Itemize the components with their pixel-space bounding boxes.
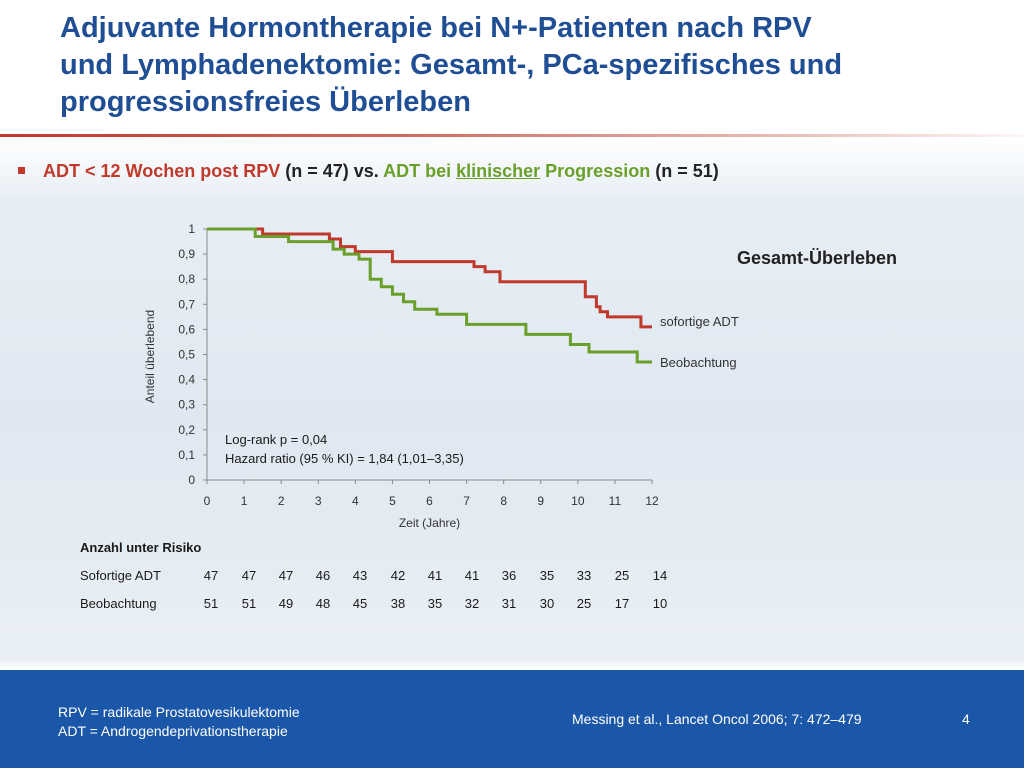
abbreviations: RPV = radikale Prostatovesikulektomie AD…	[58, 703, 300, 741]
x-tick-label: 5	[389, 494, 396, 508]
x-tick-label: 12	[645, 494, 659, 508]
citation: Messing et al., Lancet Oncol 2006; 7: 47…	[572, 711, 862, 727]
title-line-1: Adjuvante Hormontherapie bei N+-Patiente…	[60, 12, 812, 44]
risk-table-cell: 31	[501, 596, 517, 611]
risk-table-cell: 35	[427, 596, 443, 611]
chart-annotation: Log-rank p = 0,04	[225, 432, 327, 447]
risk-table-cell: 47	[278, 568, 294, 583]
y-tick-label: 0,4	[178, 373, 195, 387]
x-tick-label: 3	[315, 494, 322, 508]
risk-table-cell: 46	[315, 568, 331, 583]
y-tick-label: 0,5	[178, 348, 195, 362]
risk-row-label: Sofortige ADT	[80, 568, 161, 583]
bullet-point: ADT < 12 Wochen post RPV (n = 47) vs. AD…	[18, 158, 719, 184]
x-tick-label: 7	[463, 494, 470, 508]
risk-table-cell: 35	[539, 568, 555, 583]
series-line-sofortige-adt	[207, 227, 652, 329]
y-tick-label: 1	[188, 222, 195, 236]
bullet-square-icon	[18, 166, 25, 174]
x-tick-label: 9	[537, 494, 544, 508]
y-tick-label: 0,8	[178, 272, 195, 286]
series-label: Beobachtung	[660, 355, 737, 370]
risk-table-cell: 41	[427, 568, 443, 583]
risk-table-cell: 41	[464, 568, 480, 583]
risk-table-cell: 43	[352, 568, 368, 583]
risk-table-cell: 14	[652, 568, 668, 583]
x-tick-label: 4	[352, 494, 359, 508]
y-tick-label: 0,1	[178, 448, 195, 462]
x-tick-label: 11	[609, 494, 622, 508]
footer-bar: RPV = radikale Prostatovesikulektomie AD…	[0, 670, 1024, 768]
bullet-n-2: (n = 51)	[650, 161, 719, 181]
risk-table-cell: 36	[501, 568, 517, 583]
series-label: sofortige ADT	[660, 314, 739, 329]
page-number: 4	[962, 711, 970, 727]
risk-table-cell: 47	[241, 568, 257, 583]
slide-title: Adjuvante Hormontherapie bei N+-Patiente…	[60, 10, 1000, 121]
y-tick-label: 0	[188, 473, 195, 487]
chart-title: Gesamt-Überleben	[737, 248, 897, 268]
title-divider	[0, 134, 1024, 137]
risk-table-cell: 30	[539, 596, 555, 611]
bullet-n-1: (n = 47) vs.	[280, 161, 384, 181]
x-tick-label: 0	[204, 494, 211, 508]
bullet-progression: Progression	[540, 161, 651, 181]
risk-table-cell: 51	[203, 596, 219, 611]
risk-row-label: Beobachtung	[80, 596, 157, 611]
risk-table-cell: 48	[315, 596, 331, 611]
bullet-underlined-word: klinischer	[456, 161, 541, 181]
risk-table-cell: 17	[614, 596, 630, 611]
x-tick-label: 8	[500, 494, 507, 508]
x-tick-label: 1	[241, 494, 248, 508]
y-tick-label: 0,2	[178, 423, 195, 437]
risk-table-cell: 42	[390, 568, 406, 583]
title-line-2: und Lymphadenektomie: Gesamt-, PCa-spezi…	[60, 49, 843, 81]
risk-table-cell: 51	[241, 596, 257, 611]
y-tick-label: 0,7	[178, 297, 195, 311]
x-axis-label: Zeit (Jahre)	[399, 516, 460, 530]
abbreviation-adt: ADT = Androgendeprivationstherapie	[58, 723, 288, 739]
y-tick-label: 0,9	[178, 247, 195, 261]
risk-table-cell: 25	[614, 568, 630, 583]
bullet-group-1: ADT < 12 Wochen post RPV	[43, 161, 281, 181]
risk-table-cell: 45	[352, 596, 368, 611]
bullet-group-2: ADT bei	[383, 161, 457, 181]
risk-table-cell: 10	[652, 596, 668, 611]
x-tick-label: 10	[571, 494, 585, 508]
x-tick-label: 6	[426, 494, 433, 508]
y-tick-label: 0,6	[178, 322, 195, 336]
series-line-beobachtung	[207, 227, 652, 364]
risk-table-cell: 25	[576, 596, 592, 611]
risk-table-cell: 33	[576, 568, 592, 583]
x-tick-label: 2	[278, 494, 285, 508]
y-axis-label: Anteil überlebend	[143, 310, 157, 403]
abbreviation-rpv: RPV = radikale Prostatovesikulektomie	[58, 704, 300, 720]
risk-table-title: Anzahl unter Risiko	[80, 540, 202, 555]
title-line-3: progressionsfreies Überleben	[60, 86, 471, 118]
risk-table-cell: 38	[390, 596, 406, 611]
risk-table-cell: 49	[278, 596, 294, 611]
chart-annotation: Hazard ratio (95 % KI) = 1,84 (1,01–3,35…	[225, 451, 464, 466]
risk-table-cell: 47	[203, 568, 219, 583]
risk-table-cell: 32	[464, 596, 480, 611]
y-tick-label: 0,3	[178, 398, 195, 412]
survival-chart: 00,10,20,30,40,50,60,70,80,910 1 2 3 4 5 6 7 8 9 1…	[143, 222, 897, 530]
